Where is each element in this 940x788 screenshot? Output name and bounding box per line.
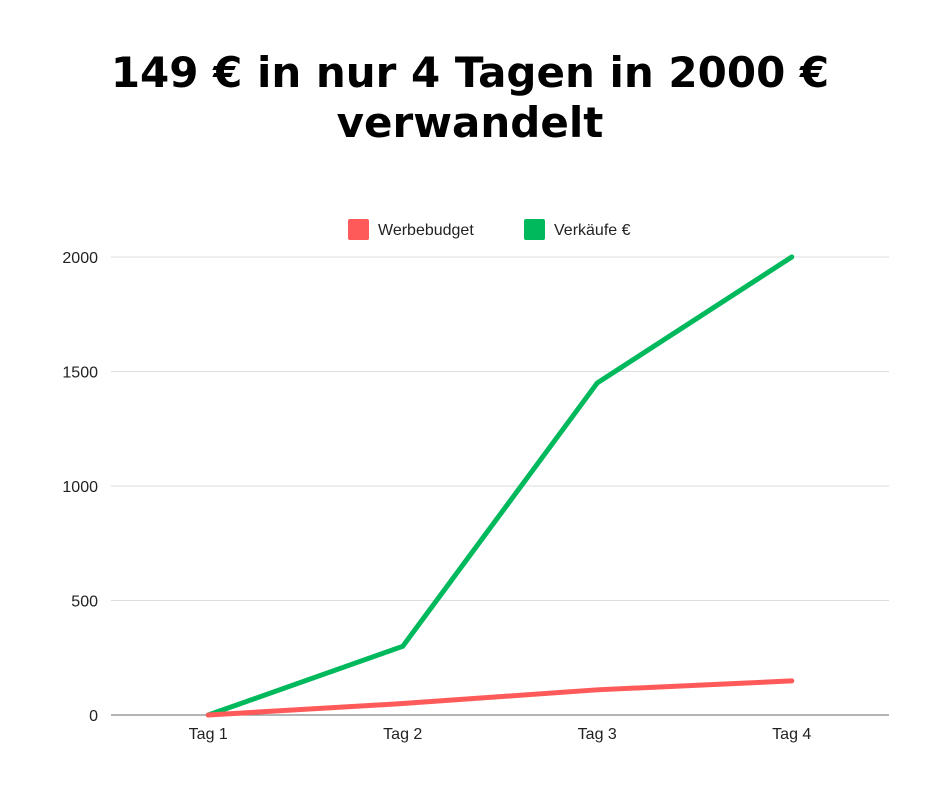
x-axis-ticks: Tag 1 Tag 2 Tag 3 Tag 4 (189, 726, 812, 743)
y-tick-label: 500 (71, 594, 98, 611)
x-tick-label: Tag 2 (383, 726, 422, 743)
y-tick-label: 0 (89, 708, 98, 725)
legend-label: Verkäufe € (554, 222, 631, 239)
legend-swatch (348, 219, 369, 240)
legend-label: Werbebudget (378, 222, 474, 239)
legend-swatch (524, 219, 545, 240)
chart-title: 149 € in nur 4 Tagen in 2000 € verwandel… (110, 48, 830, 147)
y-tick-label: 1500 (62, 365, 98, 382)
y-tick-label: 2000 (62, 250, 98, 267)
legend: Werbebudget Verkäufe € (348, 219, 631, 240)
series-lines (205, 254, 795, 718)
y-tick-label: 1000 (62, 479, 98, 496)
gridlines (111, 256, 889, 716)
series-line-verkaeufe (205, 254, 795, 718)
x-tick-label: Tag 4 (772, 726, 811, 743)
x-tick-label: Tag 3 (578, 726, 617, 743)
series-line-werbebudget (205, 678, 795, 718)
x-tick-label: Tag 1 (189, 726, 228, 743)
y-axis-ticks: 0 500 1000 1500 2000 (62, 250, 98, 725)
